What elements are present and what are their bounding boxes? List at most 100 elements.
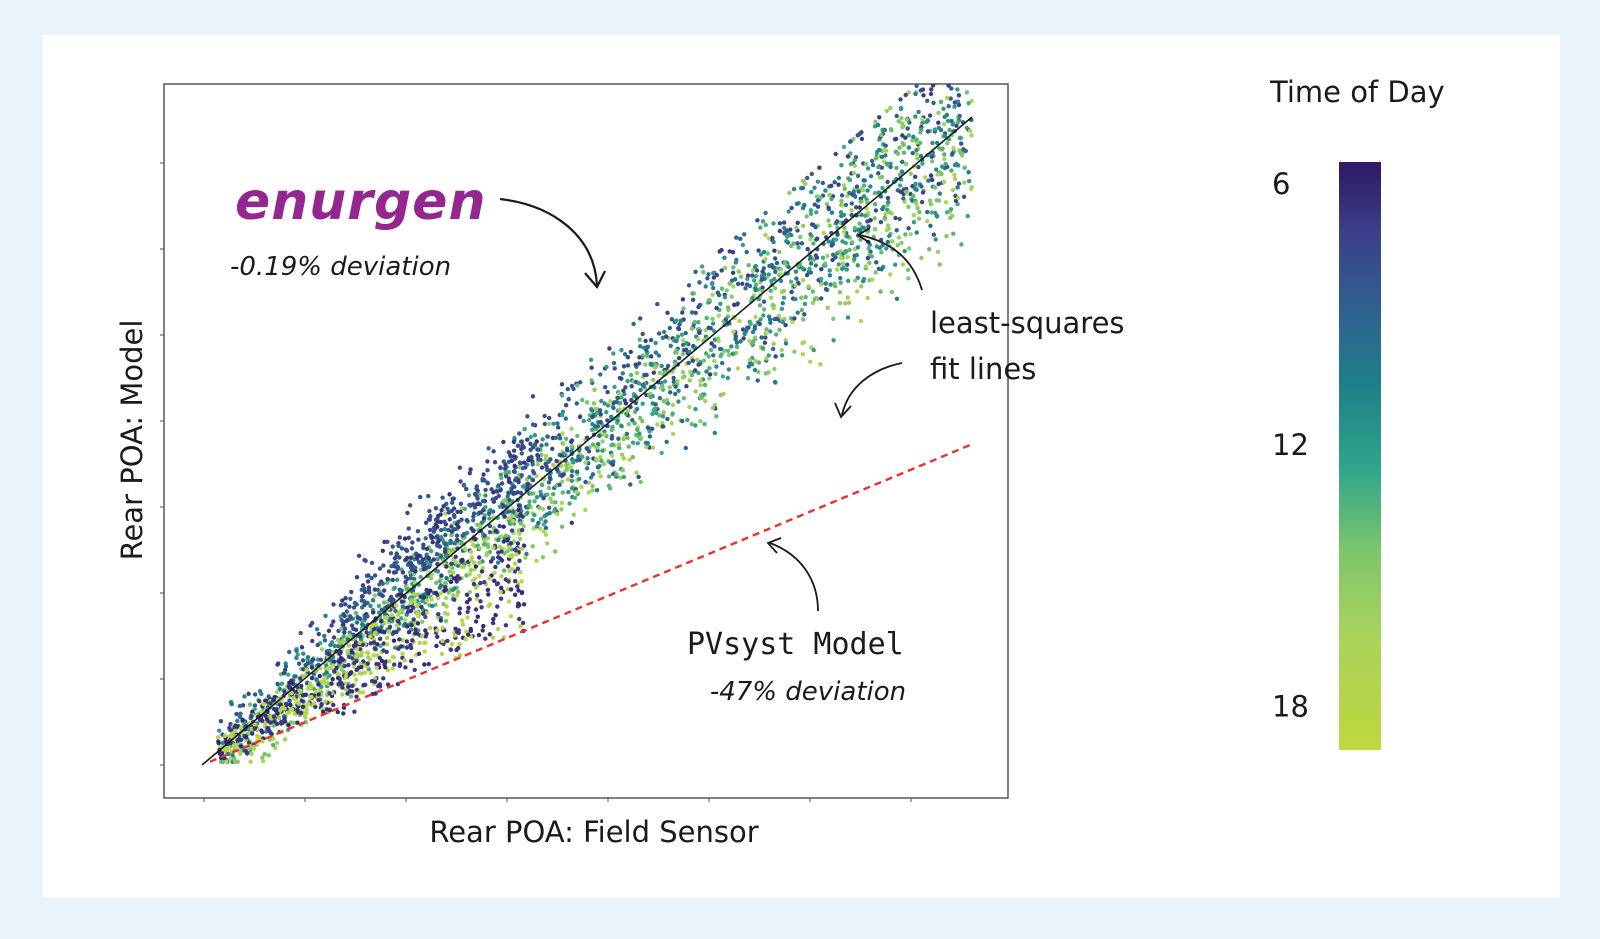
scatter-point (369, 623, 374, 629)
scatter-point (854, 253, 859, 258)
scatter-point (475, 496, 480, 501)
scatter-point (906, 226, 911, 231)
scatter-point (732, 302, 737, 307)
scatter-point (838, 255, 844, 261)
scatter-point (894, 228, 899, 233)
scatter-point (719, 247, 724, 253)
scatter-point (487, 632, 492, 637)
scatter-point (492, 460, 498, 465)
scatter-point (493, 564, 498, 570)
scatter-point (855, 245, 861, 250)
scatter-point (502, 568, 507, 573)
scatter-point (506, 479, 512, 484)
scatter-point (421, 542, 426, 547)
scatter-point (656, 353, 662, 358)
scatter-point (551, 509, 556, 514)
scatter-point (382, 621, 387, 626)
scatter-point (766, 272, 772, 277)
scatter-point (459, 618, 465, 623)
scatter-point (304, 667, 309, 672)
scatter-point (326, 651, 332, 657)
scatter-point (852, 163, 858, 168)
scatter-point (604, 364, 609, 370)
scatter-point (843, 202, 849, 208)
scatter-point (680, 297, 686, 302)
scatter-point (614, 399, 619, 405)
scatter-point (598, 474, 603, 479)
scatter-point (327, 708, 332, 713)
scatter-point (399, 588, 404, 593)
scatter-point (357, 690, 362, 695)
scatter-point (885, 239, 890, 245)
scatter-point (808, 261, 814, 266)
scatter-point (414, 555, 420, 561)
scatter-point (594, 488, 600, 493)
scatter-point (805, 246, 810, 252)
scatter-point (612, 384, 617, 390)
scatter-point (942, 152, 947, 157)
scatter-point (638, 316, 643, 321)
scatter-point (518, 490, 524, 496)
scatter-point (734, 340, 740, 345)
scatter-point (439, 651, 445, 657)
scatter-point (952, 100, 957, 105)
scatter-point (466, 493, 472, 498)
scatter-point (660, 414, 666, 419)
scatter-point (877, 245, 882, 251)
scatter-point (719, 286, 725, 291)
scatter-point (858, 199, 863, 204)
scatter-point (840, 261, 845, 266)
scatter-point (515, 566, 521, 571)
scatter-point (969, 186, 974, 191)
scatter-point (297, 688, 302, 693)
scatter-point (808, 359, 813, 364)
scatter-point (471, 581, 477, 587)
scatter-point (385, 539, 390, 544)
scatter-point (415, 610, 420, 615)
scatter-point (329, 681, 334, 686)
scatter-point (233, 728, 238, 733)
scatter-point (722, 295, 728, 300)
scatter-point (898, 106, 904, 112)
scatter-point (520, 466, 525, 471)
scatter-point (827, 273, 833, 278)
scatter-point (826, 218, 831, 223)
scatter-point (622, 398, 627, 403)
scatter-point (543, 519, 548, 524)
scatter-point (567, 501, 572, 506)
scatter-point (879, 165, 884, 170)
scatter-point (566, 489, 571, 495)
scatter-point (376, 683, 381, 689)
scatter-point (790, 319, 795, 325)
scatter-point (851, 170, 857, 176)
scatter-point (461, 483, 466, 488)
scatter-point (468, 626, 473, 632)
scatter-point (546, 505, 552, 510)
scatter-point (271, 723, 276, 728)
scatter-point (429, 549, 434, 554)
scatter-point (823, 188, 828, 193)
scatter-point (405, 605, 410, 610)
scatter-point (545, 492, 550, 497)
scatter-point (508, 587, 514, 592)
scatter-point (434, 643, 439, 649)
scatter-point (845, 154, 851, 159)
scatter-point (435, 634, 440, 639)
scatter-point (257, 699, 262, 704)
scatter-point (514, 552, 519, 557)
scatter-point (396, 646, 401, 651)
scatter-point (408, 576, 413, 581)
scatter-point (390, 666, 395, 671)
scatter-point (584, 400, 590, 405)
scatter-point (559, 473, 565, 478)
scatter-point (823, 281, 828, 286)
scatter-point (343, 596, 348, 601)
scatter-point (888, 105, 893, 111)
scatter-point (919, 199, 925, 205)
scatter-point (637, 337, 642, 342)
scatter-point (761, 313, 766, 318)
scatter-point (277, 686, 283, 692)
scatter-point (949, 86, 954, 91)
scatter-point (876, 171, 881, 176)
scatter-point (513, 478, 518, 483)
